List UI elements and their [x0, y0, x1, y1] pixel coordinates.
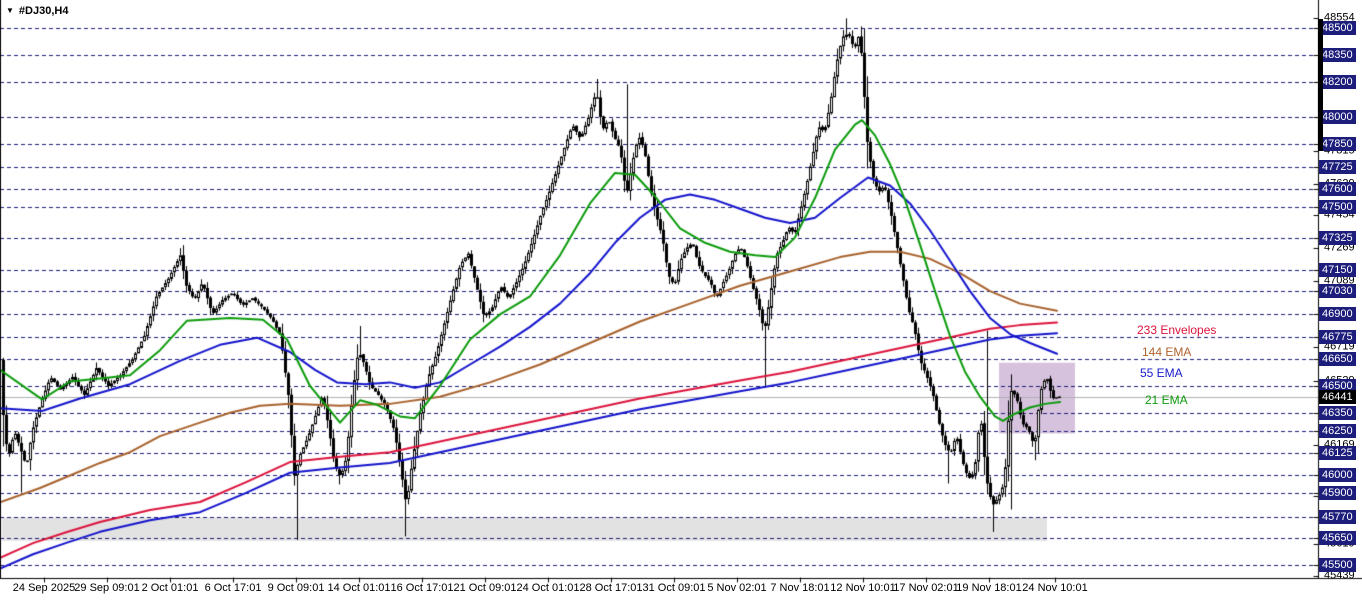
- current-price-label: 46441: [1319, 389, 1356, 404]
- price-level-label: 47500: [1319, 199, 1356, 214]
- price-level-label: 46125: [1319, 446, 1356, 461]
- time-label: 6 Oct 17:01: [204, 582, 262, 594]
- price-level-label: 47850: [1319, 137, 1356, 152]
- price-level-label: 47030: [1319, 284, 1356, 299]
- price-level-label: 47325: [1319, 231, 1356, 246]
- label-233-envelopes: 233 Envelopes: [1137, 323, 1217, 337]
- dropdown-arrow-icon[interactable]: ▼: [6, 6, 14, 15]
- price-tick-label: 45439: [1324, 569, 1355, 582]
- symbol-timeframe-label: #DJ30,H4: [18, 5, 69, 17]
- time-label: 16 Oct 17:01: [390, 582, 454, 594]
- price-tick-label: 47089: [1324, 274, 1355, 287]
- price-tick-label: 48554: [1324, 11, 1355, 24]
- price-level-label: 48350: [1319, 47, 1356, 62]
- price-level-label: 48500: [1319, 21, 1356, 35]
- price-axis-highlight-bar: [1318, 19, 1323, 151]
- time-label: 9 Oct 09:01: [267, 582, 325, 594]
- time-label: 31 Oct 09:01: [642, 582, 706, 594]
- time-label: 29 Sep 09:01: [74, 582, 140, 594]
- time-label: 24 Nov 10:01: [1022, 582, 1088, 594]
- price-level-label: 46775: [1319, 329, 1356, 344]
- price-axis[interactable]: 4855447815476294745447269470894671946529…: [1318, 0, 1362, 581]
- price-level-label: 46650: [1319, 352, 1356, 367]
- price-level-label: 48200: [1319, 74, 1356, 89]
- price-level-label: 45770: [1319, 509, 1356, 524]
- price-level-label: 47725: [1319, 159, 1356, 174]
- time-label: 2 Oct 01:01: [141, 582, 199, 594]
- time-label: 24 Sep 2025: [12, 582, 76, 594]
- price-level-label: 47150: [1319, 262, 1356, 277]
- time-label: 28 Oct 17:01: [579, 582, 643, 594]
- time-label: 5 Nov 02:01: [707, 582, 767, 594]
- time-label: 7 Nov 18:01: [770, 582, 830, 594]
- price-level-label: 46500: [1319, 378, 1356, 393]
- symbol-selector[interactable]: ▼ #DJ30,H4: [6, 5, 68, 17]
- label-144-ema: 144 EMA: [1142, 345, 1192, 359]
- time-label: 17 Nov 02:01: [893, 582, 959, 594]
- price-level-label: 48000: [1319, 110, 1356, 125]
- price-level-label: 45500: [1319, 557, 1356, 572]
- price-level-label: 47600: [1319, 182, 1356, 197]
- time-label: 21 Oct 09:01: [453, 582, 517, 594]
- price-level-label: 46350: [1319, 405, 1356, 420]
- price-level-label: 46900: [1319, 307, 1356, 322]
- price-level-label: 45900: [1319, 486, 1356, 501]
- price-level-label: 46250: [1319, 423, 1356, 438]
- price-level-label: 46000: [1319, 468, 1356, 483]
- time-label: 19 Nov 18:01: [956, 582, 1022, 594]
- label-55-ema: 55 EMA: [1140, 366, 1183, 380]
- time-label: 24 Oct 01:01: [516, 582, 580, 594]
- time-axis[interactable]: 24 Sep 2025 29 Sep 09:01 2 Oct 01:01 6 Oct …: [0, 578, 1362, 603]
- label-21-ema: 21 EMA: [1145, 393, 1188, 407]
- time-label: 14 Oct 01:01: [327, 582, 391, 594]
- time-label: 12 Nov 10:01: [830, 582, 896, 594]
- price-level-label: 45650: [1319, 531, 1356, 546]
